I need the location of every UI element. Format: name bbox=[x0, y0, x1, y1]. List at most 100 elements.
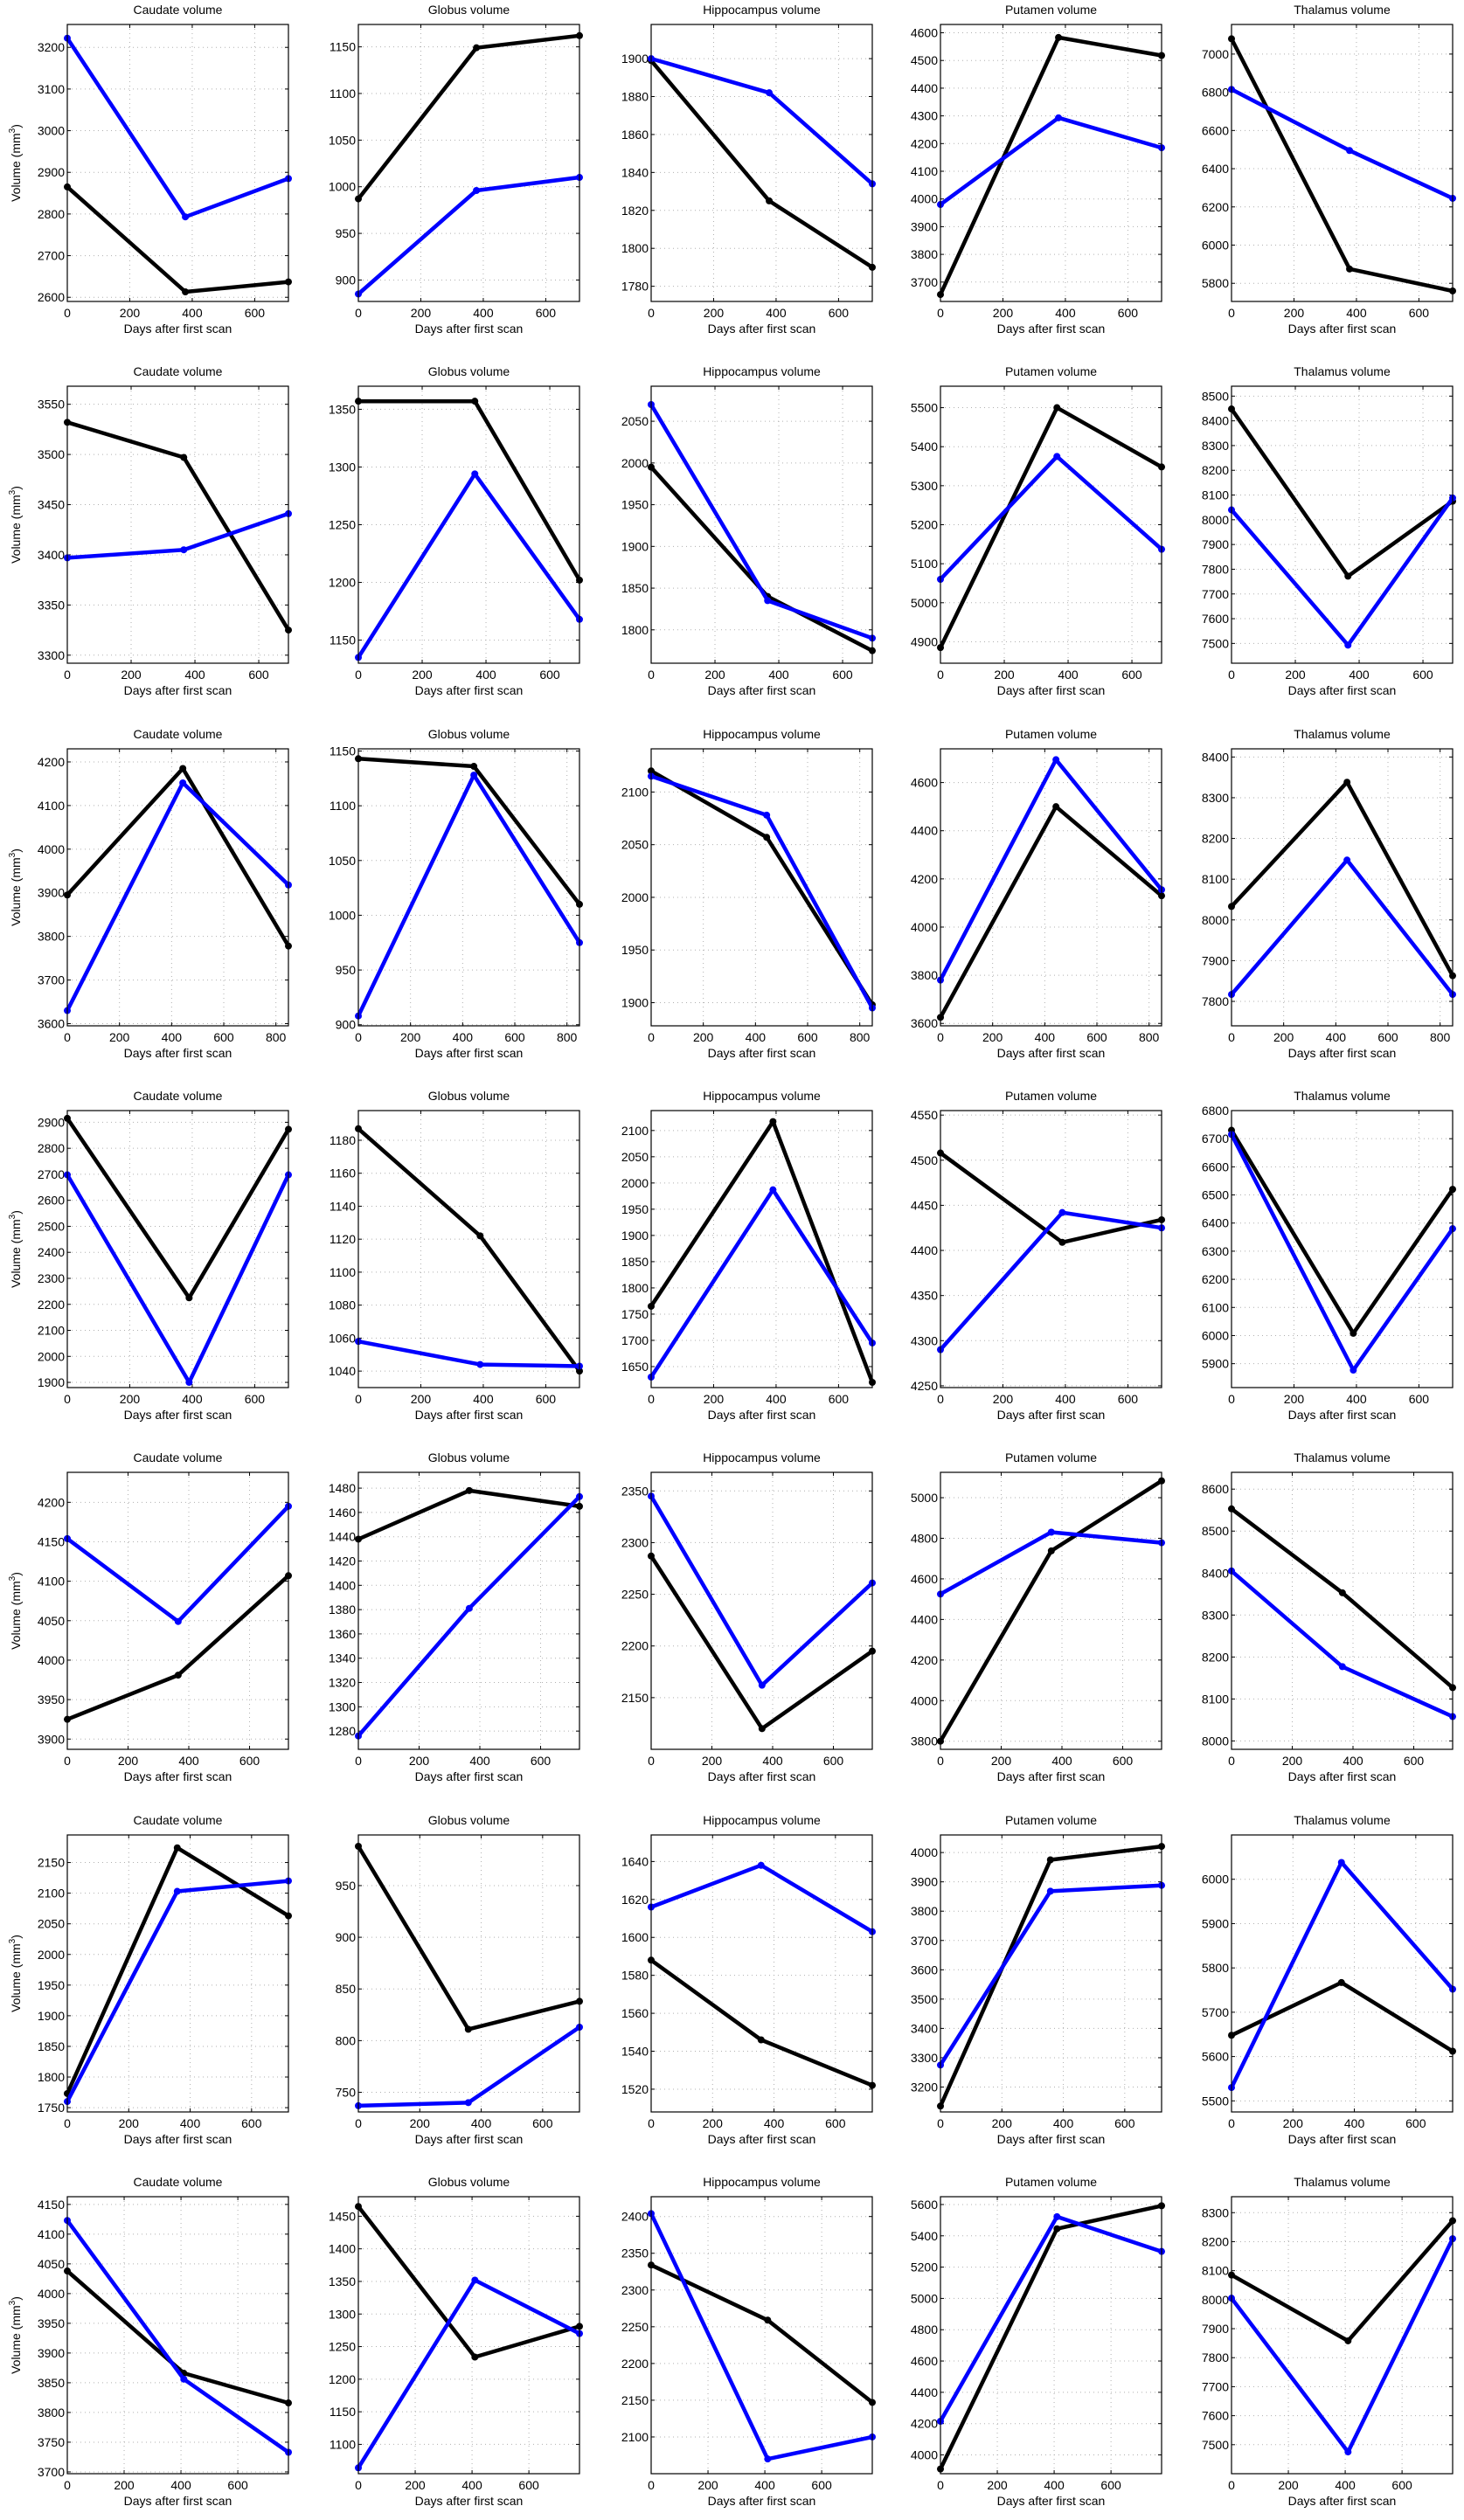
y-tick-label: 3300 bbox=[911, 2051, 938, 2065]
y-tick-label: 800 bbox=[336, 2033, 357, 2047]
x-tick-label: 200 bbox=[1278, 2478, 1299, 2492]
x-tick-label: 0 bbox=[648, 2116, 655, 2130]
x-tick-label: 600 bbox=[1377, 1030, 1398, 1044]
y-axis-label: Volume (mm3) bbox=[8, 1935, 23, 2012]
data-point-black bbox=[1058, 1238, 1066, 1246]
y-tick-label: 5000 bbox=[911, 2291, 938, 2305]
y-tick-label: 6800 bbox=[1202, 86, 1229, 100]
plot-area bbox=[358, 1111, 579, 1388]
y-tick-label: 2000 bbox=[621, 890, 649, 904]
y-tick-label: 5800 bbox=[1202, 276, 1229, 290]
subplot-title: Thalamus volume bbox=[1294, 364, 1391, 378]
y-tick-label: 2700 bbox=[38, 1167, 65, 1181]
x-tick-label: 0 bbox=[1228, 306, 1235, 320]
x-tick-label: 400 bbox=[473, 306, 494, 320]
y-tick-label: 5400 bbox=[911, 440, 938, 453]
subplot-title: Hippocampus volume bbox=[703, 1450, 821, 1464]
y-tick-label: 1150 bbox=[330, 633, 356, 647]
subplot-title: Thalamus volume bbox=[1294, 3, 1391, 17]
x-tick-label: 200 bbox=[400, 1030, 421, 1044]
y-tick-label: 4000 bbox=[38, 1653, 65, 1667]
x-axis-label: Days after first scan bbox=[124, 683, 232, 697]
y-tick-label: 3800 bbox=[38, 2406, 65, 2420]
y-tick-label: 900 bbox=[336, 1018, 357, 1032]
data-point-black bbox=[1344, 572, 1352, 580]
y-tick-label: 1100 bbox=[330, 799, 356, 813]
x-axis-label: Days after first scan bbox=[708, 683, 816, 697]
data-point-black bbox=[769, 1118, 777, 1125]
y-axis-label: Volume (mm3) bbox=[8, 1572, 23, 1650]
y-tick-label: 4200 bbox=[38, 755, 65, 769]
x-tick-label: 400 bbox=[766, 306, 787, 320]
y-tick-label: 1480 bbox=[329, 1481, 356, 1495]
y-tick-label: 4000 bbox=[911, 2448, 938, 2462]
y-tick-label: 2000 bbox=[621, 456, 649, 470]
subplot-title: Thalamus volume bbox=[1294, 1813, 1391, 1827]
y-tick-label: 4400 bbox=[911, 81, 938, 95]
y-tick-label: 2800 bbox=[38, 1141, 65, 1155]
y-tick-label: 1150 bbox=[330, 40, 356, 54]
y-tick-label: 900 bbox=[336, 273, 357, 287]
subplot-title: Globus volume bbox=[428, 1813, 510, 1827]
data-point-blue bbox=[1346, 147, 1354, 155]
y-tick-label: 1200 bbox=[329, 576, 356, 590]
x-tick-label: 200 bbox=[120, 306, 141, 320]
axes-box bbox=[940, 385, 1162, 664]
y-tick-label: 8100 bbox=[1202, 488, 1229, 502]
y-tick-label: 1050 bbox=[329, 854, 356, 868]
y-tick-label: 3850 bbox=[38, 2376, 65, 2390]
data-point-blue bbox=[1055, 114, 1063, 121]
data-point-blue bbox=[180, 546, 188, 554]
y-tick-label: 4050 bbox=[38, 2257, 65, 2271]
y-tick-label: 3900 bbox=[38, 1732, 65, 1746]
data-point-blue bbox=[465, 1604, 473, 1612]
x-tick-label: 400 bbox=[182, 306, 203, 320]
data-point-blue bbox=[763, 811, 771, 819]
y-tick-label: 1900 bbox=[38, 1375, 65, 1389]
y-tick-label: 5200 bbox=[911, 518, 938, 532]
data-point-black bbox=[1053, 404, 1061, 412]
y-tick-label: 1880 bbox=[621, 90, 649, 104]
x-tick-label: 200 bbox=[412, 668, 433, 682]
y-tick-label: 2600 bbox=[38, 1194, 65, 1208]
y-tick-label: 7500 bbox=[1202, 636, 1229, 650]
y-tick-label: 1400 bbox=[329, 1578, 356, 1592]
y-tick-label: 6500 bbox=[1202, 1188, 1229, 1202]
subplot-title: Caudate volume bbox=[134, 364, 223, 378]
y-tick-label: 7900 bbox=[1202, 2322, 1229, 2336]
x-axis-label: Days after first scan bbox=[1288, 322, 1397, 336]
y-tick-label: 4150 bbox=[38, 2198, 65, 2212]
x-tick-label: 400 bbox=[1055, 306, 1076, 320]
y-tick-label: 6300 bbox=[1202, 1244, 1229, 1258]
data-point-blue bbox=[1338, 1663, 1346, 1671]
y-tick-label: 1800 bbox=[621, 241, 649, 255]
x-tick-label: 600 bbox=[536, 1392, 557, 1406]
x-tick-label: 600 bbox=[829, 306, 850, 320]
x-axis-label: Days after first scan bbox=[1288, 1046, 1397, 1060]
subplot-title: Hippocampus volume bbox=[703, 3, 821, 17]
x-axis-label: Days after first scan bbox=[124, 1046, 232, 1060]
x-tick-label: 600 bbox=[797, 1030, 818, 1044]
x-tick-label: 0 bbox=[937, 2478, 944, 2492]
x-tick-label: 0 bbox=[648, 1392, 655, 1406]
x-tick-label: 0 bbox=[355, 1030, 362, 1044]
y-tick-label: 1820 bbox=[621, 204, 649, 218]
subplot-globus-volume-row5: 0 200 400 600 1280 1300 1320 1340 1360 1380 1400 14… bbox=[329, 1450, 583, 1783]
data-point-black bbox=[758, 1725, 766, 1733]
x-tick-label: 0 bbox=[64, 2478, 71, 2492]
x-tick-label: 400 bbox=[764, 2116, 785, 2130]
axes-box bbox=[1231, 24, 1454, 302]
axes-box bbox=[66, 24, 289, 302]
subplot-globus-volume-row4: 0 200 400 600 1040 1060 1080 1100 1120 1140 1160 11… bbox=[329, 1089, 583, 1422]
y-tick-label: 4500 bbox=[911, 53, 938, 67]
y-tick-label: 900 bbox=[336, 1930, 357, 1944]
x-axis-label: Days after first scan bbox=[708, 1408, 816, 1422]
y-tick-label: 7500 bbox=[1202, 2438, 1229, 2452]
data-point-blue bbox=[1052, 756, 1060, 764]
data-point-black bbox=[180, 453, 188, 461]
y-tick-label: 6100 bbox=[1202, 1300, 1229, 1314]
data-point-blue bbox=[471, 2276, 479, 2284]
y-tick-label: 8200 bbox=[1202, 2234, 1229, 2248]
axes-box bbox=[1231, 1471, 1454, 1750]
y-tick-label: 5900 bbox=[1202, 1357, 1229, 1371]
